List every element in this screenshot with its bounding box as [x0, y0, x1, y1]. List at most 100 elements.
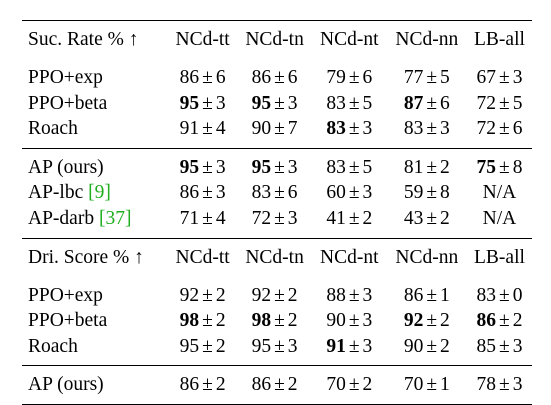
value-cell: 92 ±2 [387, 308, 467, 334]
std-value: 2 [440, 335, 450, 357]
mean-value: 72 [251, 207, 272, 229]
column-header-lb-all: LB-all [466, 20, 532, 59]
column-header-ncd-nn: NCd-nn [386, 20, 467, 59]
value-cell: 86 ±2 [467, 308, 532, 334]
citation-link[interactable]: [37] [98, 207, 132, 229]
value-cell: 86 ±2 [168, 365, 238, 405]
value-cell: 60 ±3 [312, 180, 387, 206]
mean-value: 86 [179, 67, 200, 88]
table-row: AP (ours) 95 ±3 95 ±3 83 ±5 81 ±2 75 ±8 [22, 147, 532, 181]
method-name-cell: Roach [22, 334, 168, 366]
plus-minus-symbol: ± [426, 67, 438, 88]
method-name: AP (ours) [28, 374, 104, 396]
mean-value: 91 [326, 335, 346, 357]
mean-value: 59 [403, 182, 424, 204]
method-name: PPO+beta [28, 310, 108, 332]
column-header-lb-all: LB-all [466, 237, 532, 277]
na-value: N/A [482, 182, 517, 204]
plus-minus-symbol: ± [499, 118, 510, 140]
value-cell: N/A [467, 206, 532, 238]
std-value: 4 [215, 207, 226, 229]
value-cell: 72 ±5 [467, 91, 532, 117]
mean-value: 71 [179, 207, 200, 229]
value-cell: 95 ±2 [168, 334, 237, 366]
method-name: PPO+exp [28, 284, 103, 306]
plus-minus-symbol: ± [426, 310, 438, 332]
method-name-cell: AP (ours) [22, 365, 168, 405]
std-value: 3 [215, 182, 226, 204]
std-value: 5 [362, 92, 373, 114]
value-cell: 78 ±3 [466, 365, 532, 405]
value-cell: 83 ±3 [387, 116, 467, 148]
plus-minus-symbol: ± [426, 284, 438, 306]
plus-minus-symbol: ± [274, 67, 285, 88]
plus-minus-symbol: ± [274, 310, 285, 332]
std-value: 3 [215, 92, 226, 114]
std-value: 3 [512, 374, 523, 396]
std-value: 5 [440, 67, 450, 88]
value-cell: 86 ±3 [168, 180, 237, 206]
value-cell: 98 ±2 [168, 308, 237, 334]
std-value: 2 [287, 284, 298, 306]
plus-minus-symbol: ± [499, 92, 510, 114]
method-name: PPO+exp [28, 67, 103, 88]
value-cell: 86 ±2 [237, 365, 312, 405]
std-value: 6 [362, 67, 373, 88]
plus-minus-symbol: ± [499, 284, 510, 306]
mean-value: 90 [403, 335, 424, 357]
std-value: 3 [362, 118, 373, 140]
mean-value: 95 [251, 92, 272, 114]
success_table-header-label: Suc. Rate % ↑ [22, 20, 168, 59]
value-cell: 92 ±2 [168, 277, 237, 309]
method-name-cell: PPO+beta [22, 91, 168, 117]
mean-value: 95 [179, 156, 200, 178]
method-name: AP-lbc [28, 182, 84, 204]
std-value: 2 [215, 310, 226, 332]
value-cell: 77 ±5 [387, 59, 467, 91]
mean-value: 86 [179, 374, 200, 396]
column-header-ncd-tn: NCd-tn [237, 20, 312, 59]
plus-minus-symbol: ± [202, 156, 213, 178]
mean-value: 95 [251, 335, 272, 357]
plus-minus-symbol: ± [499, 374, 510, 396]
std-value: 2 [362, 374, 373, 396]
mean-value: 86 [179, 182, 200, 204]
std-value: 6 [512, 118, 523, 140]
std-value: 3 [362, 182, 373, 204]
value-cell: 90 ±7 [237, 116, 312, 148]
plus-minus-symbol: ± [499, 156, 510, 178]
std-value: 2 [215, 284, 226, 306]
std-value: 6 [215, 67, 226, 88]
na-value: N/A [482, 207, 517, 229]
plus-minus-symbol: ± [499, 67, 510, 88]
plus-minus-symbol: ± [274, 284, 285, 306]
mean-value: 92 [179, 284, 200, 306]
mean-value: 90 [251, 118, 272, 140]
std-value: 5 [362, 156, 373, 178]
mean-value: 79 [326, 67, 346, 88]
column-header-ncd-tn: NCd-tn [237, 237, 312, 277]
method-name-cell: PPO+exp [22, 277, 168, 309]
value-cell: 41 ±2 [312, 206, 387, 238]
plus-minus-symbol: ± [202, 182, 213, 204]
citation-link[interactable]: [9] [88, 182, 111, 204]
table-row: AP-lbc [9] 86 ±3 83 ±6 60 ±3 59 ±8 N/A [22, 180, 532, 206]
method-name-cell: AP-lbc [9] [22, 180, 168, 206]
std-value: 3 [287, 92, 298, 114]
plus-minus-symbol: ± [202, 310, 213, 332]
method-name-cell: PPO+beta [22, 308, 168, 334]
mean-value: 95 [251, 156, 272, 178]
std-value: 3 [362, 310, 373, 332]
column-header-ncd-nn: NCd-nn [386, 237, 467, 277]
std-value: 2 [215, 374, 226, 396]
table-row: AP-darb [37] 71 ±4 72 ±3 41 ±2 43 ±2 N/A [22, 206, 532, 238]
std-value: 2 [287, 310, 298, 332]
std-value: 2 [440, 156, 450, 178]
plus-minus-symbol: ± [202, 92, 213, 114]
method-name: Roach [28, 335, 78, 357]
plus-minus-symbol: ± [348, 182, 360, 204]
column-header-ncd-tt: NCd-tt [168, 20, 238, 59]
std-value: 6 [287, 67, 298, 88]
value-cell: 70 ±1 [386, 365, 467, 405]
